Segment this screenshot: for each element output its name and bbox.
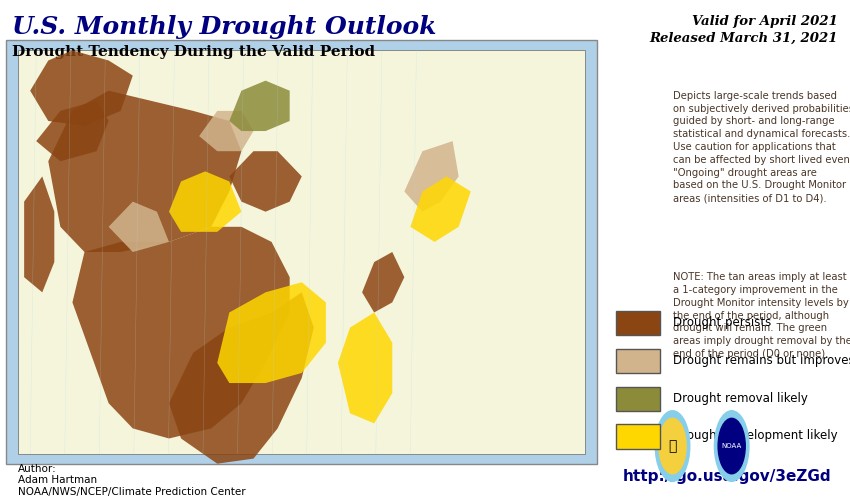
Polygon shape bbox=[48, 91, 241, 252]
Text: 🦅: 🦅 bbox=[668, 439, 677, 453]
FancyBboxPatch shape bbox=[6, 40, 598, 464]
Polygon shape bbox=[230, 81, 290, 131]
Bar bbox=[615, 349, 660, 373]
Circle shape bbox=[659, 418, 686, 474]
Bar bbox=[615, 424, 660, 449]
Polygon shape bbox=[405, 141, 459, 212]
Polygon shape bbox=[169, 171, 241, 232]
Bar bbox=[615, 311, 660, 335]
Text: Author:
Adam Hartman
NOAA/NWS/NCEP/Climate Prediction Center: Author: Adam Hartman NOAA/NWS/NCEP/Clima… bbox=[18, 464, 246, 497]
Polygon shape bbox=[411, 176, 471, 242]
Text: http://go.usa.gov/3eZGd: http://go.usa.gov/3eZGd bbox=[622, 469, 831, 484]
Polygon shape bbox=[218, 282, 326, 383]
Polygon shape bbox=[338, 312, 393, 423]
Text: NOTE: The tan areas imply at least
a 1-category improvement in the
Drought Monit: NOTE: The tan areas imply at least a 1-c… bbox=[672, 272, 850, 359]
Text: Drought remains but improves: Drought remains but improves bbox=[672, 354, 850, 367]
Polygon shape bbox=[72, 227, 290, 438]
FancyBboxPatch shape bbox=[18, 50, 586, 454]
Polygon shape bbox=[169, 292, 314, 464]
Text: Drought development likely: Drought development likely bbox=[672, 429, 837, 443]
Polygon shape bbox=[199, 111, 253, 151]
Bar bbox=[615, 387, 660, 411]
Text: NOAA: NOAA bbox=[722, 443, 742, 449]
Polygon shape bbox=[37, 101, 109, 161]
Polygon shape bbox=[24, 176, 54, 292]
Polygon shape bbox=[362, 252, 405, 312]
Circle shape bbox=[718, 418, 745, 474]
Text: Valid for April 2021
Released March 31, 2021: Valid for April 2021 Released March 31, … bbox=[649, 15, 837, 45]
Text: Drought Tendency During the Valid Period: Drought Tendency During the Valid Period bbox=[12, 45, 375, 59]
Polygon shape bbox=[31, 50, 133, 126]
Text: U.S. Monthly Drought Outlook: U.S. Monthly Drought Outlook bbox=[12, 15, 437, 39]
Text: Drought removal likely: Drought removal likely bbox=[672, 392, 808, 405]
Text: Depicts large-scale trends based
on subjectively derived probabilities
guided by: Depicts large-scale trends based on subj… bbox=[672, 91, 850, 203]
Polygon shape bbox=[109, 202, 169, 252]
Circle shape bbox=[714, 411, 749, 481]
Circle shape bbox=[655, 411, 689, 481]
Polygon shape bbox=[230, 151, 302, 212]
Text: Drought persists: Drought persists bbox=[672, 316, 771, 329]
